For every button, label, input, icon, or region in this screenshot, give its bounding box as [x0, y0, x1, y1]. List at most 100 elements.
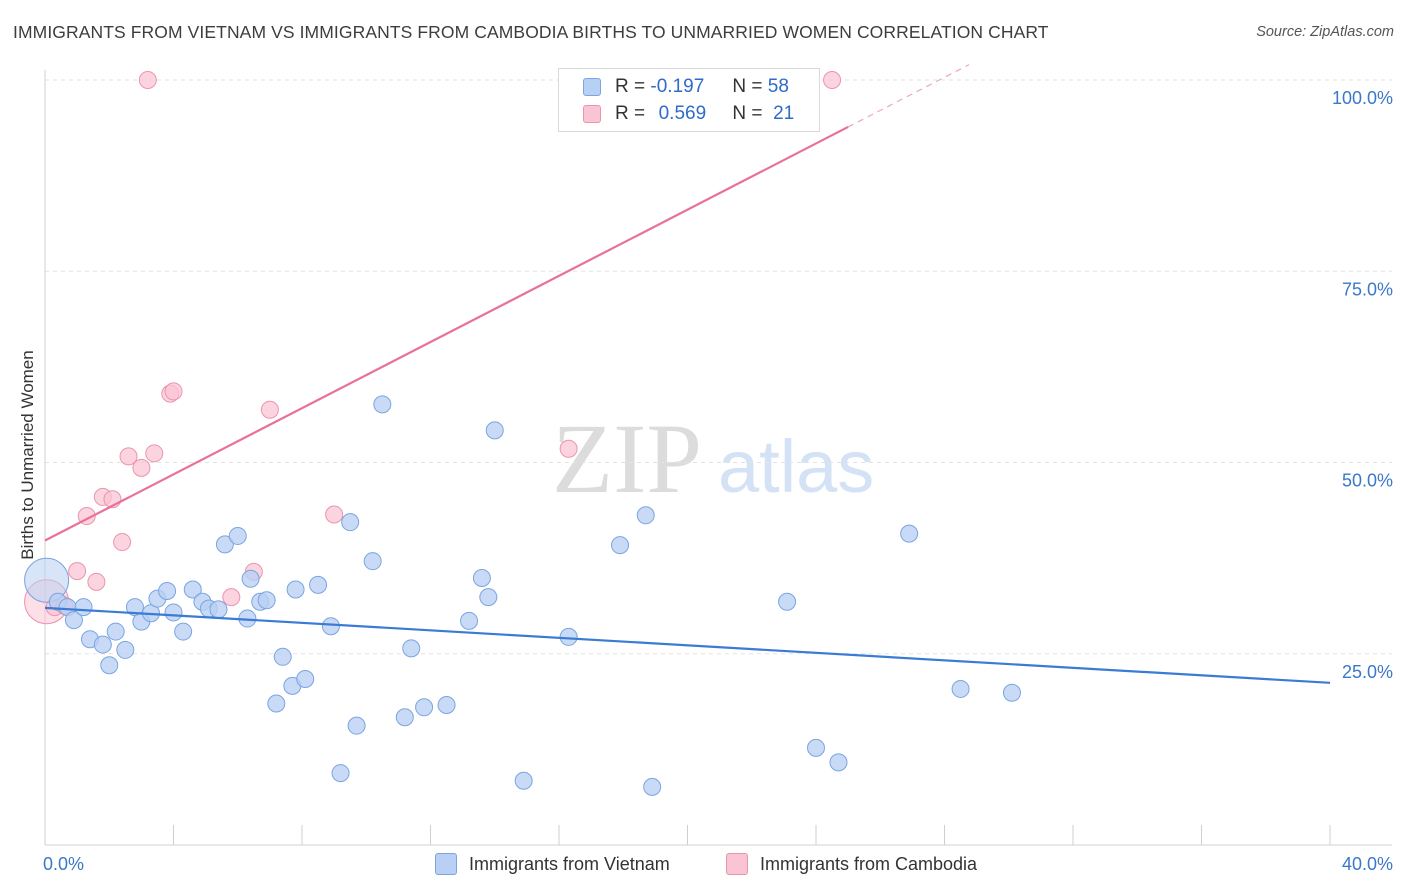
vietnam-point	[331, 764, 350, 783]
legend-row-vietnam: R = -0.197 N = 58	[583, 75, 789, 99]
vietnam-point	[257, 591, 276, 610]
vietnam-point	[209, 600, 228, 619]
legend-r-value-cambodia: 0.569	[658, 103, 707, 124]
vietnam-point	[309, 575, 328, 594]
cambodia-point	[559, 439, 578, 458]
vietnam-point	[116, 640, 135, 659]
y-tick-label: 50.0%	[1342, 471, 1393, 491]
vietnam-points	[24, 395, 1021, 796]
source-label: Source: ZipAtlas.com	[1256, 24, 1394, 40]
vietnam-point	[778, 592, 797, 611]
bottom-legend-cambodia: Immigrants from Cambodia	[726, 852, 977, 876]
vietnam-point	[106, 622, 125, 641]
vietnam-point	[286, 580, 305, 599]
vietnam-point	[321, 617, 340, 636]
vietnam-point	[93, 635, 112, 654]
cambodia-point	[145, 444, 164, 463]
cambodia-point	[87, 572, 106, 591]
bottom-legend-label-vietnam: Immigrants from Vietnam	[469, 853, 670, 874]
vietnam-point	[215, 535, 234, 554]
legend-row-cambodia: R = 0.569 N = 21	[583, 102, 794, 126]
vietnam-point	[1002, 683, 1021, 702]
bottom-legend-label-cambodia: Immigrants from Cambodia	[760, 853, 978, 874]
vietnam-point	[485, 421, 504, 440]
vietnam-trend-line	[44, 606, 1331, 684]
legend-n-value-vietnam: 58	[767, 76, 789, 97]
cambodia-point	[113, 533, 132, 552]
bottom-legend-vietnam: Immigrants from Vietnam	[435, 852, 670, 876]
cambodia-trend-line	[44, 125, 849, 542]
vietnam-point	[241, 569, 260, 588]
cambodia-point	[222, 588, 241, 607]
cambodia-point	[119, 447, 138, 466]
y-tick-label: 25.0%	[1342, 662, 1393, 682]
legend-n-label: N =	[732, 76, 763, 97]
legend-swatch-cambodia	[583, 105, 601, 123]
vietnam-point	[559, 627, 578, 646]
vietnam-point	[479, 588, 498, 607]
legend-r-label: R =	[615, 103, 646, 124]
legend-r-label: R =	[615, 76, 646, 97]
vietnam-point	[460, 611, 479, 630]
legend-n-label: N =	[732, 103, 763, 124]
vietnam-point	[296, 669, 315, 688]
vietnam-point	[164, 603, 183, 622]
cambodia-point	[132, 458, 151, 477]
legend-n-value-cambodia: 21	[773, 103, 795, 124]
vietnam-point	[643, 777, 662, 796]
vietnam-point	[807, 738, 825, 757]
vietnam-point	[228, 526, 247, 545]
legend-r-value-vietnam: -0.197	[650, 76, 705, 97]
vietnam-point	[636, 506, 655, 525]
watermark-atlas: atlas	[718, 425, 874, 508]
vietnam-point	[100, 656, 119, 675]
cambodia-point	[325, 505, 344, 524]
cambodia-points	[24, 71, 842, 625]
watermark: ZIP atlas	[552, 403, 874, 514]
chart-title: IMMIGRANTS FROM VIETNAM VS IMMIGRANTS FR…	[13, 22, 1049, 42]
axes	[44, 70, 1392, 846]
bottom-legend-swatch-vietnam	[435, 853, 457, 875]
vietnam-point	[341, 513, 360, 532]
vietnam-point	[158, 582, 177, 601]
vietnam-point	[363, 552, 382, 571]
vietnam-point	[900, 524, 919, 543]
cambodia-point	[164, 382, 183, 401]
y-tick-label: 75.0%	[1342, 279, 1393, 299]
vietnam-point	[395, 708, 414, 727]
vietnam-point	[611, 536, 630, 555]
vietnam-point	[402, 639, 421, 658]
y-tick-label: 100.0%	[1332, 88, 1393, 108]
correlation-legend: R = -0.197 N = 58 R = 0.569 N = 21	[558, 68, 820, 132]
cambodia-point	[260, 400, 279, 419]
vietnam-point	[437, 696, 456, 715]
vietnam-point	[267, 694, 286, 713]
vietnam-point	[347, 716, 366, 735]
cambodia-point	[68, 562, 87, 581]
y-tick-labels: 25.0% 50.0% 75.0% 100.0%	[1332, 88, 1393, 682]
vietnam-point	[472, 569, 491, 588]
bottom-legend-swatch-cambodia	[726, 853, 748, 875]
x-tick-label: 0.0%	[43, 854, 84, 874]
vietnam-point	[514, 771, 533, 790]
watermark-zip: ZIP	[552, 403, 702, 514]
trend-lines	[44, 64, 1331, 684]
x-tick-labels: 0.0% 40.0%	[43, 854, 1393, 874]
cambodia-point	[138, 71, 157, 89]
cambodia-point	[823, 71, 842, 89]
vietnam-point	[183, 580, 202, 599]
vietnam-point	[829, 753, 848, 772]
y-axis-label: Births to Unmarried Women	[18, 350, 37, 559]
vietnam-point	[64, 611, 83, 630]
vietnam-point	[24, 557, 70, 603]
vietnam-point	[373, 395, 392, 414]
vietnam-point	[273, 647, 292, 666]
vietnam-point	[74, 598, 93, 617]
vietnam-point	[174, 622, 193, 641]
cambodia-trend-extension	[847, 64, 970, 128]
vietnam-point	[415, 698, 434, 717]
vietnam-point	[951, 679, 970, 698]
legend-swatch-vietnam	[583, 78, 601, 96]
x-tick-label: 40.0%	[1342, 854, 1393, 874]
